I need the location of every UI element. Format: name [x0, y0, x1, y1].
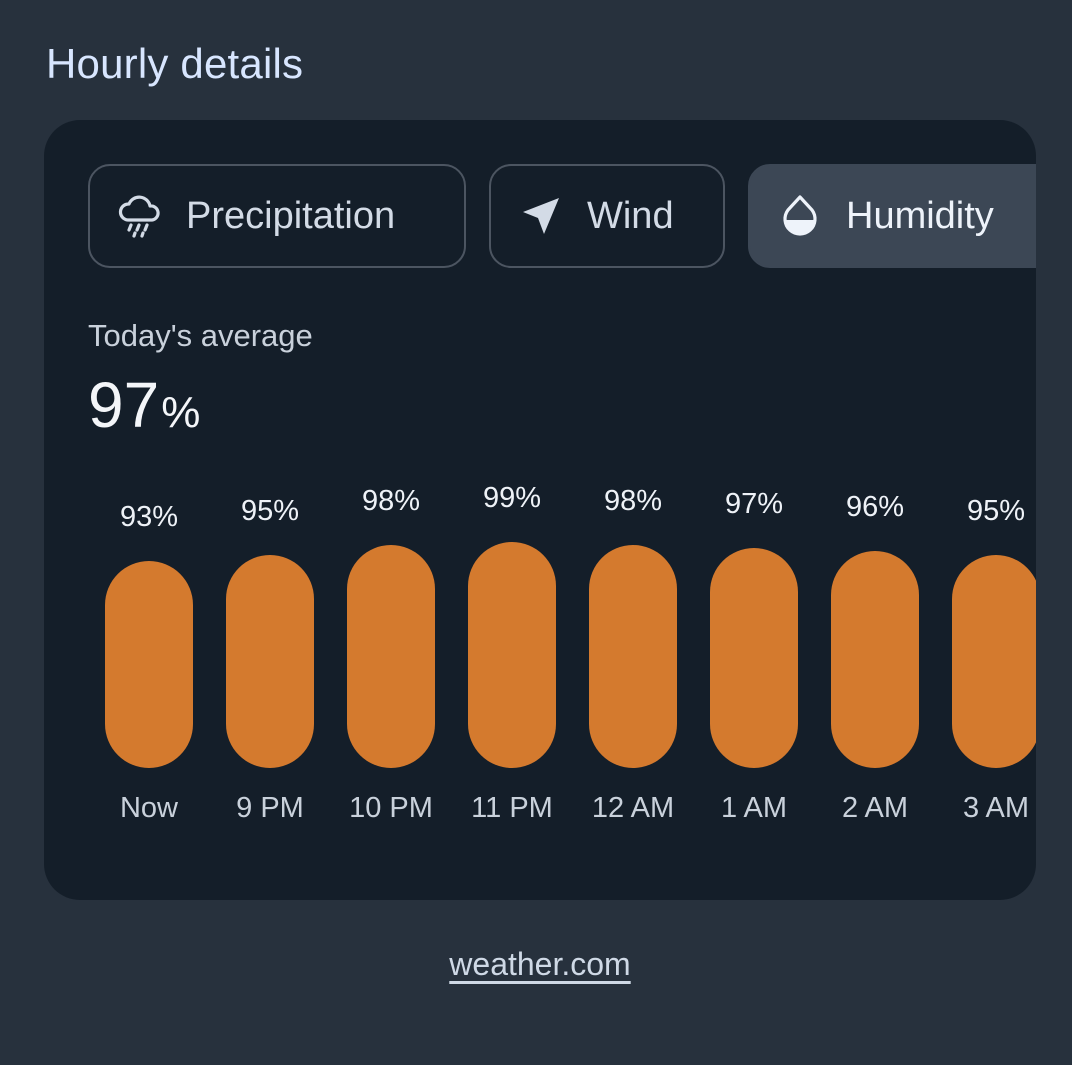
humidity-bar [831, 551, 919, 768]
section-title: Hourly details [46, 40, 303, 88]
tab-humidity-label: Humidity [846, 195, 994, 238]
hour-label: 3 AM [932, 792, 1036, 825]
humidity-bar [710, 548, 798, 768]
average-unit: % [161, 388, 200, 438]
hour-label: Now [85, 792, 213, 825]
rain-cloud-icon [116, 192, 164, 240]
humidity-bar [347, 545, 435, 768]
tab-precipitation-label: Precipitation [186, 195, 395, 238]
average-label: Today's average [88, 318, 313, 354]
bar-value-label: 96% [815, 491, 935, 524]
bar-value-label: 98% [573, 485, 693, 518]
bar-value-label: 97% [694, 488, 814, 521]
humidity-bar [468, 542, 556, 768]
water-drop-icon [776, 192, 824, 240]
humidity-bar [226, 555, 314, 768]
bar-value-label: 95% [210, 495, 330, 528]
bar-value-label: 98% [331, 485, 451, 518]
humidity-bar [952, 555, 1036, 768]
hour-label: 11 PM [448, 792, 576, 825]
tab-precipitation[interactable]: Precipitation [88, 164, 466, 268]
hour-label: 2 AM [811, 792, 939, 825]
average-value: 97 % [88, 368, 200, 442]
hourly-details-card: Precipitation Wind Humidity Today's aver… [44, 120, 1036, 900]
tab-wind[interactable]: Wind [489, 164, 725, 268]
hour-label: 1 AM [690, 792, 818, 825]
humidity-bar [105, 561, 193, 768]
bar-value-label: 95% [936, 495, 1036, 528]
weather-source-link-row: weather.com [0, 946, 1072, 983]
hour-label: 12 AM [569, 792, 697, 825]
weather-source-link[interactable]: weather.com [449, 946, 630, 982]
hour-label: 9 PM [206, 792, 334, 825]
tab-humidity[interactable]: Humidity [748, 164, 1036, 268]
navigation-arrow-icon [517, 192, 565, 240]
tab-wind-label: Wind [587, 195, 674, 238]
average-number: 97 [88, 368, 159, 442]
hour-label: 10 PM [327, 792, 455, 825]
humidity-bar [589, 545, 677, 768]
bar-value-label: 93% [89, 501, 209, 534]
bar-value-label: 99% [452, 482, 572, 515]
